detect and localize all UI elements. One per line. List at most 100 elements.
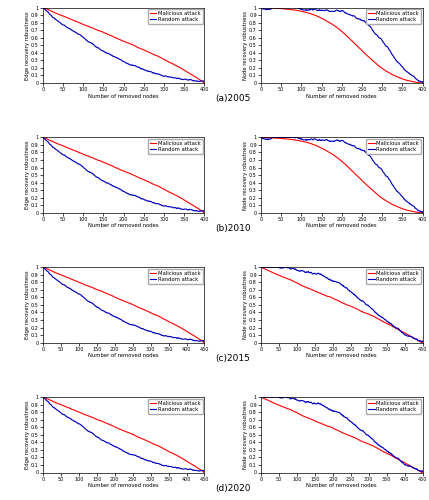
Malicious attack [258,134,263,140]
Line: Malicious attack: Malicious attack [43,397,205,472]
Random attack [148,328,153,334]
Random attack [287,134,292,140]
Malicious attack [113,35,118,41]
Malicious attack [380,66,385,71]
Malicious attack [148,440,153,446]
Random attack [332,138,337,144]
Malicious attack [113,294,118,300]
Malicious attack [420,79,425,85]
Y-axis label: Node recovery robustness: Node recovery robustness [243,400,248,469]
Legend: Malicious attack, Random attack: Malicious attack, Random attack [366,9,421,24]
Malicious attack [366,441,372,447]
Malicious attack [420,470,425,476]
Malicious attack [418,210,423,216]
Malicious attack [353,436,359,442]
Random attack [287,395,292,401]
Random attack [353,145,359,151]
Malicious attack [82,152,87,158]
Malicious attack [258,4,263,10]
Malicious attack [418,80,423,86]
Random attack [353,423,359,429]
Malicious attack [353,172,359,178]
Random attack [113,54,118,60]
Random attack [82,425,87,431]
Random attack [332,8,337,14]
Random attack [287,4,292,10]
Malicious attack [300,412,305,418]
X-axis label: Number of removed nodes: Number of removed nodes [306,94,377,98]
Y-axis label: Edge recovery robustness: Edge recovery robustness [24,141,30,210]
Random attack [148,458,153,464]
Random attack [69,416,74,422]
Random attack [300,136,305,142]
Random attack [380,38,385,44]
Random attack [420,338,425,344]
Malicious attack [148,180,153,186]
Malicious attack [202,209,207,215]
Malicious attack [287,276,292,282]
Line: Random attack: Random attack [261,138,423,212]
Malicious attack [162,186,167,192]
Malicious attack [136,44,141,51]
Legend: Malicious attack, Random attack: Malicious attack, Random attack [148,398,203,414]
Random attack [162,74,167,80]
Random attack [136,324,141,330]
Random attack [300,6,305,12]
Line: Random attack: Random attack [261,8,423,82]
Random attack [380,314,385,320]
Text: (a)2005: (a)2005 [215,94,251,103]
Random attack [420,209,425,215]
Malicious attack [380,448,385,454]
Malicious attack [287,6,292,12]
X-axis label: Number of removed nodes: Number of removed nodes [306,224,377,228]
Malicious attack [69,16,74,22]
Y-axis label: Node recovery robustness: Node recovery robustness [243,10,248,80]
Malicious attack [366,311,372,317]
Random attack [69,286,74,292]
Random attack [162,463,167,469]
X-axis label: Number of removed nodes: Number of removed nodes [306,483,377,488]
Random attack [380,444,385,450]
Malicious attack [202,470,207,476]
Random attack [148,198,153,204]
Random attack [162,203,167,209]
Random attack [420,79,425,85]
Y-axis label: Edge recovery robustness: Edge recovery robustness [24,400,30,469]
Text: (c)2015: (c)2015 [215,354,250,362]
Random attack [148,68,153,74]
Legend: Malicious attack, Random attack: Malicious attack, Random attack [366,269,421,284]
Random attack [332,278,337,284]
Malicious attack [40,4,45,10]
Malicious attack [136,304,141,310]
Random attack [366,303,372,309]
Y-axis label: Edge recovery robustness: Edge recovery robustness [24,270,30,339]
Random attack [287,266,292,272]
Malicious attack [113,165,118,171]
Line: Random attack: Random attack [261,267,423,342]
Random attack [40,264,45,270]
X-axis label: Number of removed nodes: Number of removed nodes [88,483,159,488]
Malicious attack [40,134,45,140]
Line: Malicious attack: Malicious attack [261,267,423,342]
Malicious attack [332,22,337,28]
Line: Malicious attack: Malicious attack [261,8,423,83]
Line: Malicious attack: Malicious attack [43,138,205,213]
Random attack [82,166,87,172]
Line: Random attack: Random attack [43,267,205,342]
Malicious attack [202,80,207,86]
Malicious attack [202,79,207,85]
Line: Random attack: Random attack [43,8,205,82]
Random attack [366,433,372,439]
Random attack [40,4,45,10]
Y-axis label: Node recovery robustness: Node recovery robustness [243,140,248,209]
Legend: Malicious attack, Random attack: Malicious attack, Random attack [148,139,203,154]
Random attack [136,454,141,460]
Malicious attack [162,316,167,322]
Malicious attack [82,22,87,28]
Malicious attack [380,318,385,324]
Random attack [353,15,359,21]
Malicious attack [136,174,141,180]
Random attack [258,134,263,140]
Malicious attack [353,42,359,48]
Malicious attack [69,276,74,282]
